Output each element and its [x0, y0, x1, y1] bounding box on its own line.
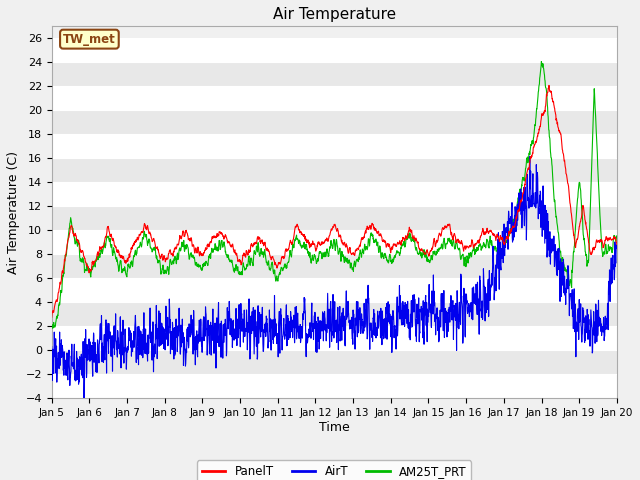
Bar [52, 374, 617, 398]
Bar [52, 302, 617, 326]
Bar [52, 206, 617, 230]
X-axis label: Time: Time [319, 421, 349, 434]
Bar [52, 182, 617, 206]
Bar [52, 62, 617, 86]
Bar [52, 38, 617, 62]
Bar [52, 230, 617, 254]
Bar [52, 254, 617, 278]
Bar [52, 350, 617, 374]
Legend: PanelT, AirT, AM25T_PRT: PanelT, AirT, AM25T_PRT [197, 460, 472, 480]
Bar [52, 134, 617, 158]
Y-axis label: Air Temperature (C): Air Temperature (C) [7, 151, 20, 274]
Text: TW_met: TW_met [63, 33, 116, 46]
Bar [52, 278, 617, 302]
Bar [52, 86, 617, 110]
Title: Air Temperature: Air Temperature [273, 7, 396, 22]
Bar [52, 158, 617, 182]
Bar [52, 110, 617, 134]
Bar [52, 326, 617, 350]
